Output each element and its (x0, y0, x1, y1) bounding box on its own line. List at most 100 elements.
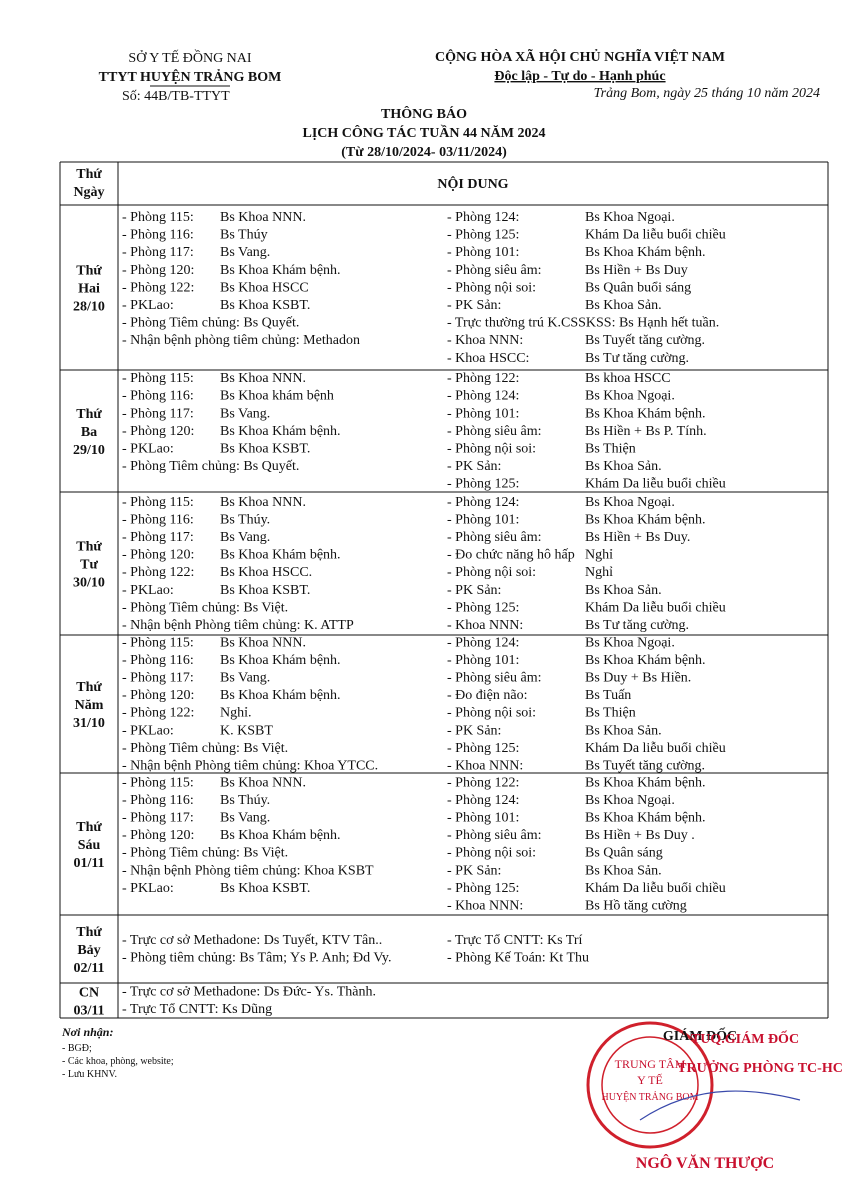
day-label: 31/10 (73, 716, 105, 731)
entry: - Trực thường trú K.CSSKSS: Bs Hạnh hết … (447, 316, 719, 331)
entry-label: - PK Sản: (447, 863, 501, 878)
entry-value: Bs Khoa HSCC. (220, 565, 312, 580)
date: Trảng Bom, ngày 25 tháng 10 năm 2024 (594, 86, 820, 101)
entry-label: - Phòng 115: (122, 775, 194, 790)
day-label: Thứ (76, 264, 102, 279)
signature (639, 1090, 801, 1121)
entry-label: - PK Sản: (447, 459, 501, 474)
entry-label: - Phòng 117: (122, 670, 194, 685)
entry-label: - Khoa NNN: (447, 898, 523, 913)
agency: SỞ Y TẾ ĐỒNG NAI (128, 48, 251, 66)
entry-value: Bs Khoa Khám bệnh. (220, 548, 341, 563)
entry-value: Nghỉ. (220, 706, 252, 721)
day-label: 01/11 (73, 856, 104, 871)
entry-label: - Phòng 124: (447, 210, 519, 225)
entry-label: - PKLao: (122, 298, 174, 313)
entry: - Phòng Kế Toán: Kt Thu (447, 951, 589, 966)
entry-label: - Phòng 101: (447, 245, 519, 260)
entry-label: - Phòng nội soi: (447, 565, 536, 580)
entry-value: Bs Thúy. (220, 512, 270, 527)
entry-value: Bs Hồ tăng cường (585, 898, 687, 913)
entry-value: Bs Tuyết tăng cường. (585, 758, 705, 773)
entry-value: Khám Da liễu buổi chiều (585, 881, 726, 896)
entry-label: - Phòng 120: (122, 688, 194, 703)
entry-label: - Phòng 101: (447, 653, 519, 668)
entry-label: - Phòng nội soi: (447, 441, 536, 456)
motto: Độc lập - Tự do - Hạnh phúc (494, 69, 665, 84)
entry-label: - Phòng 124: (447, 793, 519, 808)
entry-label: - Phòng 101: (447, 512, 519, 527)
entry-value: Bs Hiền + Bs P. Tính. (585, 424, 707, 439)
day-label: Thứ (76, 820, 102, 835)
entry-value: Bs Khoa KSBT. (220, 583, 310, 598)
entry-label: - Phòng nội soi: (447, 706, 536, 721)
entry-value: Bs Khoa khám bệnh (220, 389, 334, 404)
recipient: - BGĐ; (62, 1043, 92, 1054)
day-label: Sáu (78, 838, 101, 853)
entry-value: Bs Tư tăng cường. (585, 618, 689, 633)
entry-label: - Phòng 117: (122, 245, 194, 260)
day-label: Thứ (76, 407, 102, 422)
day-label: Năm (75, 698, 104, 713)
entry-value: Bs Khoa Khám bệnh. (585, 653, 706, 668)
entry-label: - Phòng 116: (122, 793, 194, 808)
entry: - Phòng Tiêm chủng: Bs Việt. (122, 600, 288, 615)
stamp-ring (586, 1021, 714, 1149)
entry-label: - Phòng 122: (447, 371, 519, 386)
entry-value: Bs Khoa NNN. (220, 495, 306, 510)
entry-value: Bs Khoa Ngoại. (585, 495, 675, 510)
entry: - Phòng Tiêm chủng: Bs Quyết. (122, 316, 299, 331)
day-label: Hai (78, 282, 100, 297)
entry-label: - Phòng 116: (122, 228, 194, 243)
entry-label: - Phòng 122: (122, 280, 194, 295)
entry-value: Bs Quân sáng (585, 846, 663, 861)
sign-title: TRƯỞNG PHÒNG TC-HC (677, 1059, 843, 1076)
entry-label: - Phòng nội soi: (447, 846, 536, 861)
entry-label: - Phòng 117: (122, 406, 194, 421)
recipients-title: Nơi nhận: (61, 1025, 113, 1039)
entry-label: - Phòng 115: (122, 210, 194, 225)
country: CỘNG HÒA XÃ HỘI CHỦ NGHĨA VIỆT NAM (435, 47, 725, 65)
entry-value: Bs Khoa Khám bệnh. (585, 810, 706, 825)
stamp: TRUNG TÂM Y TẾ HUYỆN TRẢNG BOM (586, 1021, 714, 1149)
stamp-text: HUYỆN TRẢNG BOM (601, 1091, 698, 1103)
entry-value: Khám Da liễu buổi chiều (585, 477, 726, 492)
entry-label: - Phòng 101: (447, 810, 519, 825)
head-cell: Ngày (73, 185, 104, 200)
entry-value: Bs Khoa KSBT. (220, 298, 310, 313)
entry-value: Bs Quân buổi sáng (585, 280, 691, 295)
day-label: 29/10 (73, 443, 105, 458)
entry-value: K. KSBT (220, 723, 273, 738)
entry: - Nhận bệnh Phòng tiêm chủng: Khoa KSBT (122, 863, 374, 878)
entry-label: - Phòng 125: (447, 600, 519, 615)
entry-label: - Phòng 124: (447, 635, 519, 650)
entry-label: - PKLao: (122, 583, 174, 598)
title-range: (Từ 28/10/2024- 03/11/2024) (341, 145, 507, 160)
entry-label: - PK Sản: (447, 723, 501, 738)
day-label: Thứ (76, 540, 102, 555)
entry-value: Bs Thiện (585, 706, 636, 721)
entry-label: - PKLao: (122, 441, 174, 456)
entry-value: Bs Khoa Sản. (585, 459, 662, 474)
entry-value: Bs Vang. (220, 810, 270, 825)
entry-label: - PKLao: (122, 723, 174, 738)
entry-label: - Phòng siêu âm: (447, 530, 542, 545)
day-label: 28/10 (73, 300, 105, 315)
title-name: LỊCH CÔNG TÁC TUẦN 44 NĂM 2024 (303, 124, 546, 141)
entry: - Trực Tổ CNTT: Ks Trí (447, 933, 583, 948)
entry-value: Nghỉ (585, 548, 613, 563)
entry-value: Bs Khoa Khám bệnh. (585, 512, 706, 527)
entry-label: - Đo chức năng hô hấp (447, 548, 575, 563)
entry-value: Bs Thúy (220, 228, 268, 243)
entry-value: Bs Khoa NNN. (220, 635, 306, 650)
entry-value: Bs Khoa KSBT. (220, 881, 310, 896)
entry-label: - Phòng siêu âm: (447, 828, 542, 843)
entry-value: Bs Khoa Sản. (585, 723, 662, 738)
entry-label: - Phòng 117: (122, 810, 194, 825)
entry-value: Bs Khoa Khám bệnh. (220, 828, 341, 843)
entry-label: - Phòng 125: (447, 228, 519, 243)
entry: - Phòng tiêm chủng: Bs Tâm; Ys P. Anh; Đ… (122, 951, 392, 966)
entry-label: - Đo điện não: (447, 688, 527, 703)
entry-label: - Phòng 120: (122, 548, 194, 563)
